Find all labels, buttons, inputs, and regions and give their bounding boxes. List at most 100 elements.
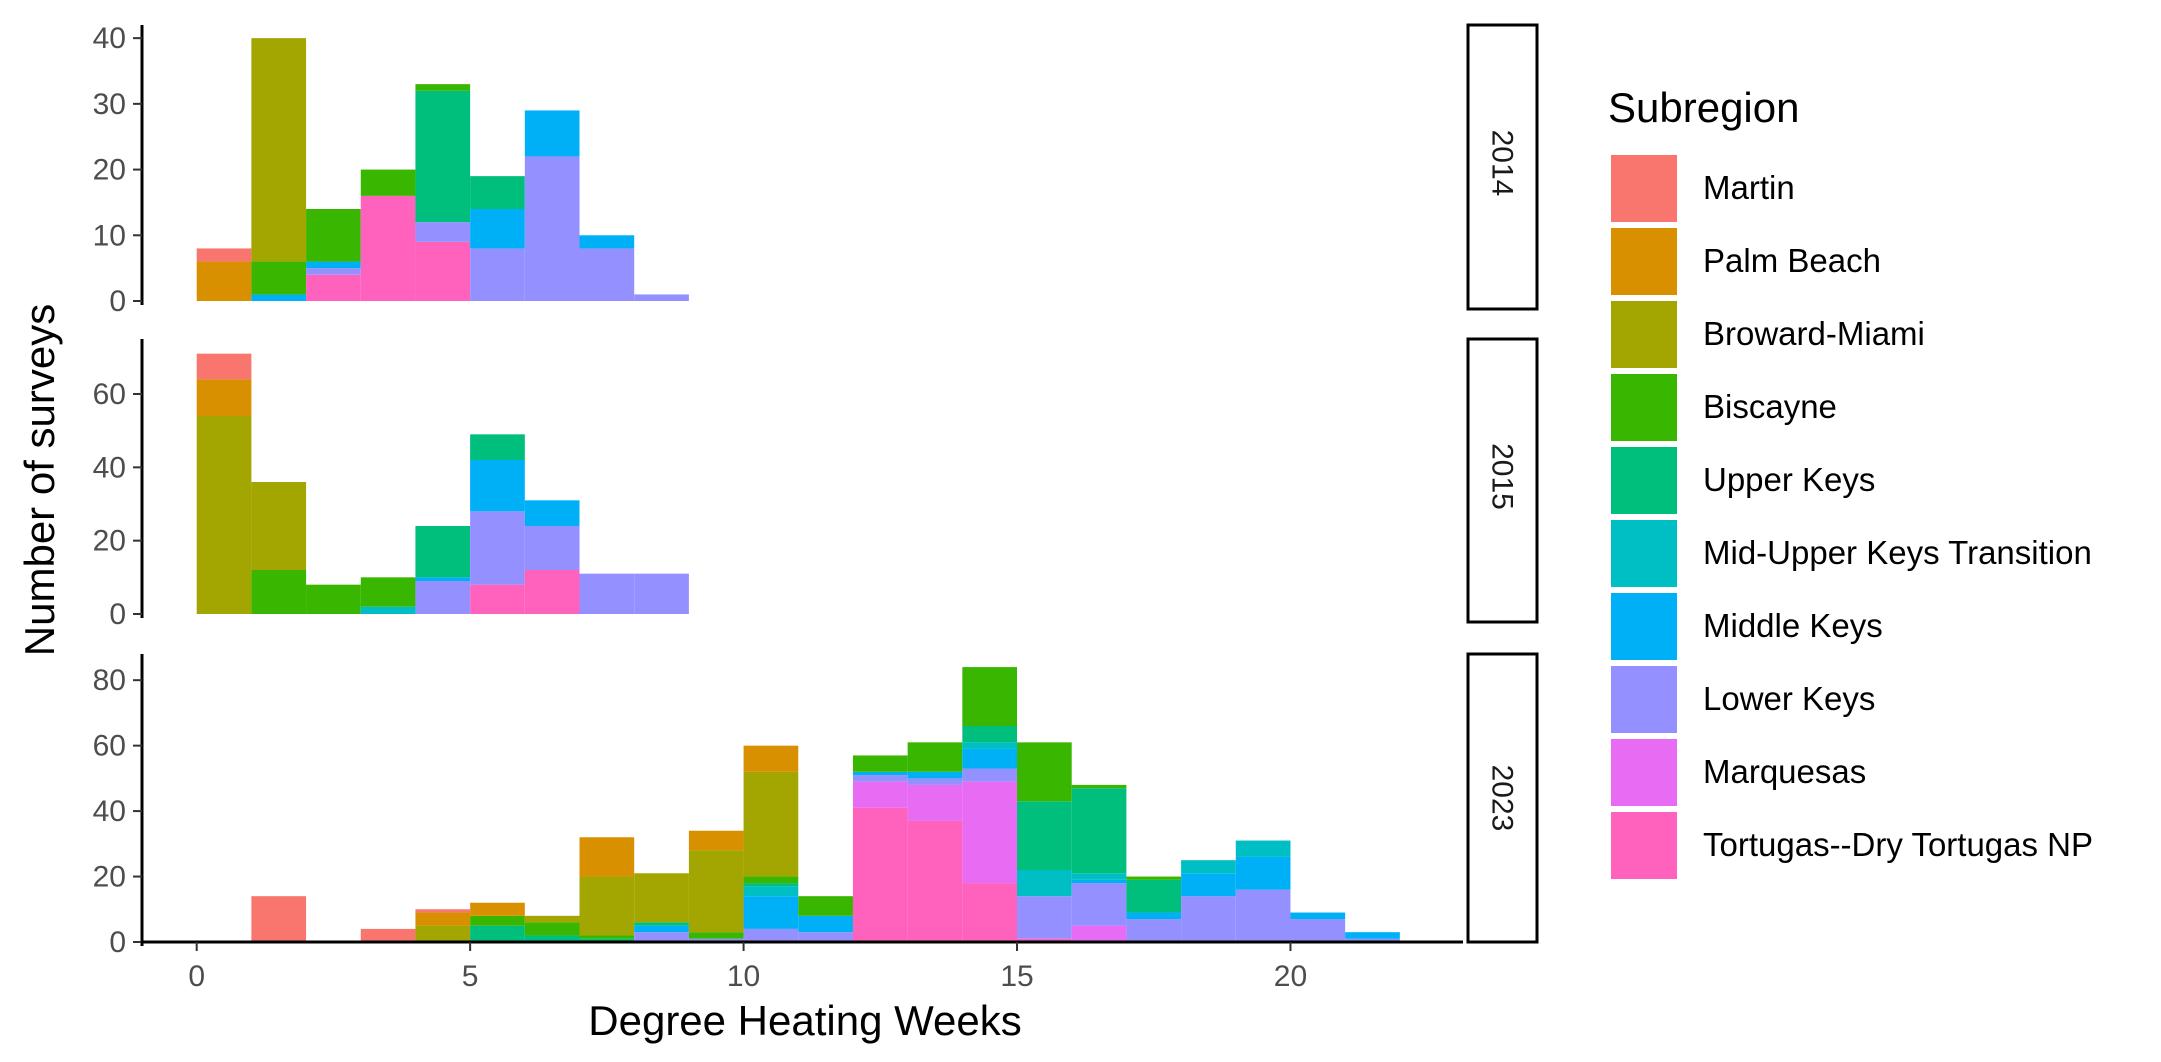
bar-2023-x6-upper-keys [524, 935, 580, 942]
y-tick-label-2015-60: 60 [93, 378, 126, 411]
bar-2023-x16-biscayne [1071, 784, 1127, 789]
bar-2023-x4-broward-miami [415, 925, 471, 942]
bar-2023-x13-middle-keys [907, 771, 963, 779]
bar-2023-x11-biscayne [798, 896, 853, 916]
bar-2014-x7-middle-keys [579, 235, 635, 249]
legend-title: Subregion [1608, 84, 1799, 131]
y-tick-label-2023-60: 60 [93, 730, 126, 763]
bar-2014-x5-lower-keys [470, 248, 525, 301]
bar-2015-x4-upper-keys [415, 526, 471, 578]
legend-label-biscayne: Biscayne [1703, 388, 1837, 425]
bar-2023-x16-marquesas [1071, 925, 1127, 942]
bar-2023-x11-lower-keys [798, 932, 853, 942]
panel-2023: 0 20 40 60 80 2023 [93, 652, 1539, 959]
legend-swatch-tortugas-dry-tortugas-np [1611, 812, 1677, 879]
bar-2023-x9-biscayne [688, 932, 744, 939]
y-tick-label-2023-80: 80 [93, 664, 126, 697]
x-axis: 0 5 10 15 20 [141, 940, 1463, 993]
bar-2023-x21-middle-keys [1345, 932, 1400, 939]
bar-2015-x7-lower-keys [579, 573, 635, 614]
legend-label-marquesas: Marquesas [1703, 753, 1866, 790]
legend-swatch-biscayne [1611, 374, 1677, 441]
bar-2015-x2-biscayne [306, 584, 361, 614]
bar-2023-x15-tortugas-dry-tortugas-np [1017, 938, 1072, 942]
y-tick-label-2014-10: 10 [93, 219, 126, 252]
bar-2015-x5-upper-keys [470, 434, 525, 460]
bar-2023-x4-martin [415, 909, 471, 913]
bar-2023-x9-palm-beach [688, 830, 744, 851]
bar-2023-x14-biscayne [962, 667, 1018, 726]
bar-2014-x1-broward-miami [251, 38, 307, 262]
bar-2015-x5-middle-keys [470, 460, 525, 512]
bar-2023-x7-biscayne [579, 935, 635, 939]
x-tick-label-5: 5 [462, 960, 479, 993]
bar-2023-x19-mid-upper-keys-transition [1235, 840, 1291, 857]
bar-2014-x1-middle-keys [251, 294, 307, 301]
legend-label-mid-upper-keys-transition: Mid-Upper Keys Transition [1703, 534, 2092, 571]
bar-2014-x1-biscayne [251, 261, 307, 295]
bar-2023-x17-biscayne [1126, 876, 1182, 880]
legend-swatch-mid-upper-keys-transition [1611, 520, 1677, 587]
bar-2015-x0-broward-miami [196, 416, 252, 614]
bar-2023-x16-upper-keys [1071, 788, 1127, 874]
bar-2023-x16-mid-upper-keys-transition [1071, 873, 1127, 880]
bar-2023-x14-tortugas-dry-tortugas-np [962, 883, 1018, 942]
legend-swatch-broward-miami [1611, 301, 1677, 368]
y-tick-label-2015-40: 40 [93, 451, 126, 484]
bar-2023-x5-biscayne [470, 915, 525, 926]
bar-2014-x5-upper-keys [470, 176, 525, 209]
x-tick-label-20: 20 [1274, 960, 1307, 993]
bar-2015-x5-lower-keys [470, 511, 525, 585]
legend-swatch-lower-keys [1611, 666, 1677, 733]
bar-2023-x8-lower-keys [634, 932, 689, 942]
bar-2023-x5-upper-keys [470, 925, 525, 942]
legend-swatch-upper-keys [1611, 447, 1677, 514]
legend-label-tortugas-dry-tortugas-np: Tortugas--Dry Tortugas NP [1703, 826, 2093, 863]
bar-2023-x15-upper-keys [1017, 801, 1072, 870]
bar-2014-x6-middle-keys [524, 110, 580, 157]
y-tick-label-2014-0: 0 [109, 285, 126, 318]
y-tick-label-2014-30: 30 [93, 88, 126, 121]
legend-swatch-palm-beach [1611, 228, 1677, 295]
bar-2015-x1-broward-miami [251, 482, 307, 570]
bar-2023-x19-lower-keys [1235, 889, 1291, 942]
x-tick-label-10: 10 [727, 960, 760, 993]
bar-2015-x3-biscayne [360, 577, 416, 607]
bar-2014-x7-lower-keys [579, 248, 635, 301]
bar-2023-x13-tortugas-dry-tortugas-np [907, 820, 963, 942]
bar-2023-x9-lower-keys [688, 938, 744, 942]
bar-2023-x14-middle-keys [962, 748, 1018, 769]
bar-2015-x8-lower-keys [634, 573, 689, 614]
bar-2023-x3-martin [360, 928, 416, 942]
bar-2023-x13-biscayne [907, 742, 963, 772]
bar-2023-x10-middle-keys [743, 896, 799, 929]
legend-swatch-marquesas [1611, 739, 1677, 806]
bar-2023-x17-middle-keys [1126, 912, 1182, 920]
bar-2023-x13-marquesas [907, 784, 963, 821]
bar-2023-x12-marquesas [852, 781, 908, 808]
legend: Subregion Martin Palm Beach Broward-Miami B… [1608, 84, 2093, 879]
bar-2023-x14-upper-keys [962, 726, 1018, 743]
bar-2014-x4-tortugas-dry-tortugas-np [415, 241, 471, 301]
bar-2015-x4-middle-keys [415, 577, 471, 581]
bar-2023-x20-middle-keys [1290, 912, 1346, 920]
bar-2023-x10-biscayne [743, 876, 799, 884]
bar-2023-x12-biscayne [852, 755, 908, 772]
bar-2015-x6-middle-keys [524, 500, 580, 526]
bar-2023-x8-upper-keys [634, 922, 689, 926]
bar-2015-x0-palm-beach [196, 379, 252, 416]
bar-2023-x4-palm-beach [415, 912, 471, 926]
legend-label-middle-keys: Middle Keys [1703, 607, 1883, 644]
bar-2023-x16-middle-keys [1071, 879, 1127, 884]
bar-2014-x2-tortugas-dry-tortugas-np [306, 274, 361, 301]
bar-2015-x6-tortugas-dry-tortugas-np [524, 570, 580, 614]
panel-2015: 0 20 40 60 2015 [93, 337, 1539, 631]
bar-2014-x8-lower-keys [634, 294, 689, 301]
bar-2015-x6-lower-keys [524, 526, 580, 570]
y-tick-label-2015-0: 0 [109, 598, 126, 631]
bar-2023-x10-lower-keys [743, 928, 799, 942]
bar-2023-x20-lower-keys [1290, 919, 1346, 942]
bar-2015-x1-biscayne [251, 570, 307, 614]
bar-2023-x10-upper-keys [743, 883, 799, 887]
legend-swatch-martin [1611, 155, 1677, 222]
